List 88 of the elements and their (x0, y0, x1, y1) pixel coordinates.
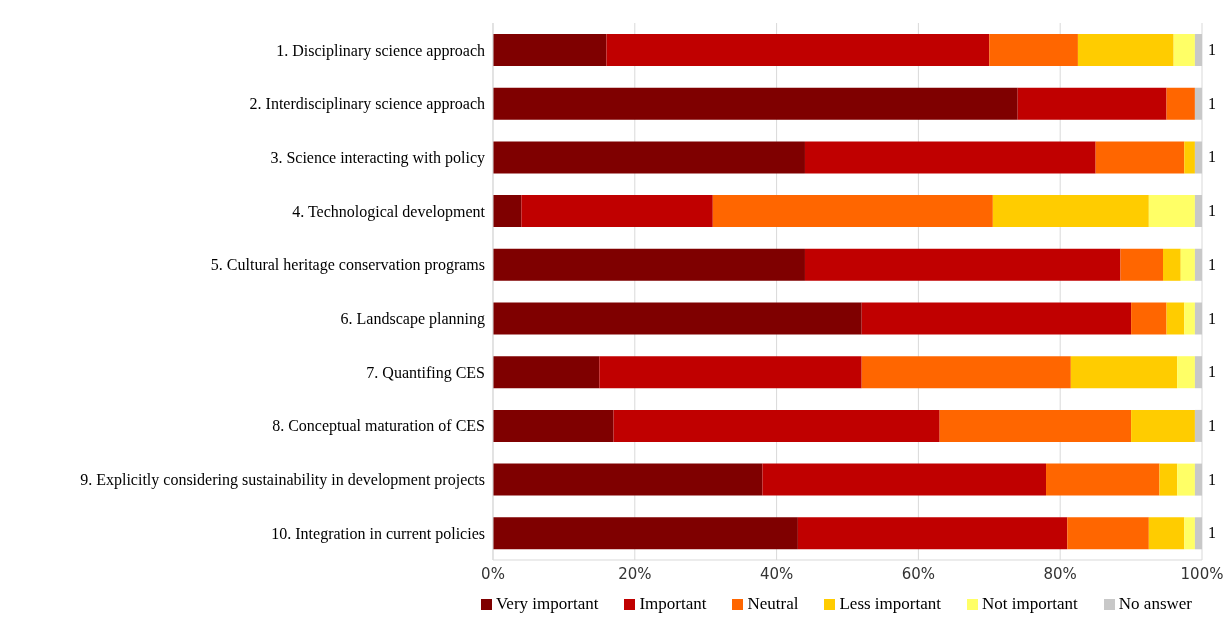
bar (493, 141, 805, 174)
y-tick-label: 1. Disciplinary science approach (276, 41, 485, 60)
data-label: 1 (1208, 524, 1216, 542)
data-label: 1 (1208, 41, 1216, 58)
bar (1159, 463, 1178, 496)
legend-label: Neutral (746, 594, 799, 614)
data-label: 1 (1208, 202, 1216, 220)
bar (1194, 195, 1202, 228)
bar (1194, 248, 1202, 281)
y-tick-label: 5. Cultural heritage conservation programs (210, 256, 485, 275)
bar (1120, 248, 1163, 281)
bar (1070, 356, 1178, 389)
bar (804, 141, 1096, 174)
bar (599, 356, 862, 389)
bar (1173, 34, 1195, 66)
bar (1131, 302, 1167, 335)
bar (493, 409, 614, 442)
bar (1194, 409, 1202, 442)
y-tick-label: 4. Technological development (292, 202, 486, 221)
bar (1194, 87, 1202, 120)
x-tick-label: 20% (618, 564, 652, 583)
bar (493, 34, 607, 66)
bar (521, 195, 713, 228)
bar (1184, 517, 1195, 550)
data-label: 1 (1208, 255, 1216, 273)
bar (762, 463, 1047, 496)
bar (712, 195, 993, 228)
bar (1095, 141, 1185, 174)
bar (992, 195, 1149, 228)
bar (1194, 34, 1202, 66)
bar (1017, 87, 1167, 120)
bar (1166, 302, 1185, 335)
y-tick-label: 10. Integration in current policies (271, 524, 485, 543)
bar (1067, 517, 1149, 550)
legend-label: Not important (980, 594, 1078, 614)
bar (804, 248, 1121, 281)
bar (493, 517, 798, 550)
x-tick-label: 100% (1180, 564, 1224, 583)
bar (1184, 141, 1195, 174)
data-label: 1 (1208, 363, 1216, 381)
bar (606, 34, 990, 66)
bar (1163, 248, 1181, 281)
bar (493, 356, 600, 389)
legend-label: Less important (838, 594, 941, 614)
bar (493, 302, 862, 335)
y-tick-label: 6. Landscape planning (340, 310, 485, 329)
data-label: 1 (1208, 94, 1216, 112)
bar (493, 87, 1018, 120)
x-tick-label: 60% (901, 564, 936, 583)
bar (1194, 356, 1202, 389)
data-label: 1 (1208, 309, 1216, 327)
bar (493, 463, 763, 496)
legend-label: No answer (1117, 594, 1192, 614)
bar (1180, 248, 1195, 281)
bar (861, 302, 1132, 335)
data-label: 1 (1208, 470, 1216, 488)
bar (797, 517, 1068, 550)
data-label: 1 (1208, 416, 1216, 434)
legend-label: Important (638, 594, 707, 614)
bar (1131, 409, 1195, 442)
x-tick-label: 40% (759, 564, 794, 583)
bar (1184, 302, 1195, 335)
y-tick-label: 9. Explicitly considering sustainability in development projects (80, 471, 485, 490)
y-tick-label: 2. Interdisciplinary science approach (249, 95, 485, 114)
x-tick-label: 80% (1043, 564, 1077, 583)
bar (1148, 195, 1195, 228)
bar (1177, 463, 1195, 496)
bar (493, 248, 805, 281)
bar (1194, 302, 1202, 335)
bar (1077, 34, 1174, 66)
bar (1148, 517, 1185, 550)
legend-label: Very important (494, 594, 599, 614)
x-tick-label: 0% (481, 564, 505, 583)
y-tick-label: 7. Quantifing CES (366, 363, 485, 382)
bar (1166, 87, 1195, 120)
bar (1194, 141, 1202, 174)
bar (989, 34, 1078, 66)
y-tick-label: 8. Conceptual maturation of CES (272, 417, 485, 436)
y-tick-label: 3. Science interacting with policy (270, 148, 485, 167)
bar (1194, 517, 1202, 550)
bar (1046, 463, 1160, 496)
bar (1177, 356, 1195, 389)
bar (861, 356, 1071, 389)
bar (493, 195, 522, 228)
bar (1194, 463, 1202, 496)
data-label: 1 (1208, 148, 1216, 166)
bar (613, 409, 940, 442)
bar (939, 409, 1132, 442)
